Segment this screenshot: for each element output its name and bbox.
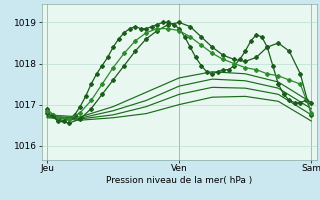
X-axis label: Pression niveau de la mer( hPa ): Pression niveau de la mer( hPa ) [106,176,252,185]
